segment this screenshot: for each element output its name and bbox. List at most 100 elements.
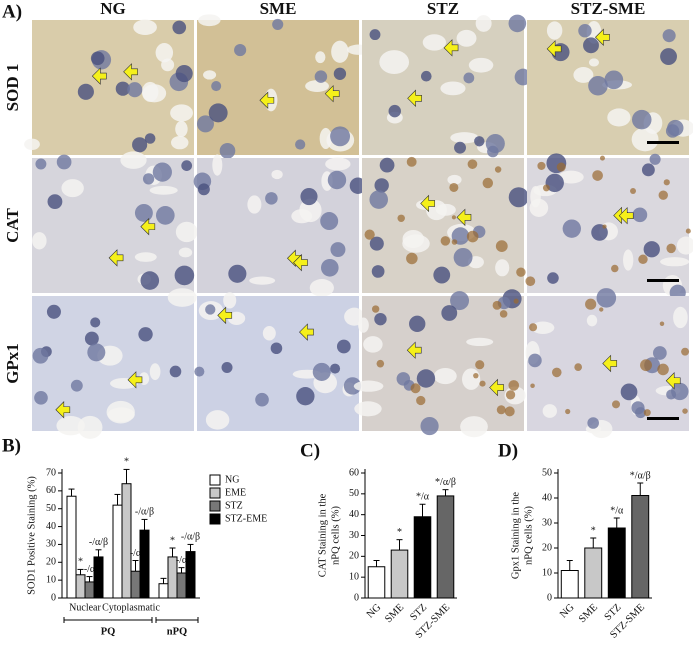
nucleus <box>330 126 351 147</box>
micrograph <box>193 154 367 297</box>
stain <box>592 170 603 181</box>
column-header: STZ <box>427 0 459 18</box>
y-tick-label: 0 <box>354 592 359 603</box>
nucleus <box>374 312 387 326</box>
stain <box>482 177 494 189</box>
vessel <box>247 195 262 214</box>
vessel <box>149 363 161 381</box>
stain <box>495 240 508 253</box>
scale-bar <box>647 279 679 282</box>
vessel <box>331 40 349 63</box>
nucleus <box>87 343 106 362</box>
vessel <box>305 80 329 92</box>
arrow <box>324 84 340 103</box>
arrow <box>546 40 562 58</box>
vessel <box>77 415 103 439</box>
bar <box>185 551 196 599</box>
nucleus <box>450 291 470 311</box>
y-axis-label: SOD1 Positive Staining (%) <box>26 476 37 595</box>
vessel <box>175 221 198 243</box>
nucleus <box>604 70 624 90</box>
y-tick-label: 70 <box>46 467 56 478</box>
nucleus <box>547 272 559 284</box>
vessel <box>120 151 147 169</box>
nucleus <box>632 207 648 223</box>
nucleus <box>197 183 210 196</box>
nucleus <box>343 377 362 395</box>
nucleus <box>181 160 193 172</box>
vessel <box>155 43 174 63</box>
nucleus <box>641 163 655 177</box>
arrow <box>299 323 314 341</box>
stain <box>537 161 546 170</box>
nucleus <box>320 258 339 277</box>
bar <box>84 581 95 599</box>
nucleus <box>649 153 661 165</box>
nucleus <box>47 194 63 210</box>
vessel <box>223 292 237 309</box>
y-tick-label: 20 <box>349 551 359 562</box>
nucleus <box>369 236 384 251</box>
stain <box>612 400 621 409</box>
legend-label: NG <box>225 474 239 485</box>
nucleus <box>409 315 426 333</box>
nucleus <box>255 392 269 407</box>
nucleus <box>155 206 175 225</box>
stain <box>492 300 502 310</box>
bar <box>121 483 132 599</box>
vessel <box>24 138 40 150</box>
nucleus <box>665 124 680 138</box>
scale-bar <box>647 417 679 420</box>
arrow <box>665 372 681 390</box>
nucleus <box>454 141 466 154</box>
vessel <box>353 380 384 392</box>
arrow <box>108 249 124 267</box>
stain <box>371 305 380 313</box>
vessel <box>249 276 276 285</box>
annotation: */α/β <box>435 477 456 488</box>
nucleus <box>587 417 599 429</box>
nucleus <box>174 265 195 286</box>
scale-bar <box>647 141 679 144</box>
vessel <box>227 311 246 325</box>
stain <box>685 228 691 234</box>
annotation: * <box>78 557 83 568</box>
stain <box>682 408 688 414</box>
nucleus <box>330 242 346 258</box>
bar <box>413 516 432 599</box>
stain <box>479 380 486 387</box>
nucleus <box>528 353 542 368</box>
y-tick-label: 20 <box>46 557 56 568</box>
nucleus <box>620 383 638 401</box>
nucleus <box>296 387 315 406</box>
vessel <box>379 50 410 75</box>
nucleus <box>194 366 205 377</box>
stain <box>504 406 515 417</box>
x-tick-label: SME <box>577 602 600 625</box>
nucleus <box>643 241 660 258</box>
nucleus <box>90 317 101 328</box>
x-tick-label: NG <box>365 602 384 621</box>
nucleus <box>369 29 381 41</box>
x-tick-label: Nuclear <box>69 602 101 613</box>
nucleus <box>487 145 499 158</box>
bar <box>584 547 603 599</box>
nucleus <box>152 162 172 182</box>
nucleus <box>138 327 153 342</box>
nucleus <box>545 173 564 193</box>
arrow <box>595 28 610 46</box>
legend-swatch <box>209 487 221 499</box>
nucleus <box>396 372 411 386</box>
vessel <box>171 135 189 150</box>
nucleus <box>172 20 187 35</box>
nucleus <box>34 390 48 405</box>
arrow <box>123 63 138 81</box>
vessel <box>588 58 600 67</box>
vessel <box>291 209 313 224</box>
micrograph <box>525 153 693 301</box>
y-tick-label: 30 <box>349 530 359 541</box>
stain <box>449 182 459 192</box>
nucleus <box>508 14 527 33</box>
vessel <box>134 252 157 262</box>
annotation: * <box>591 525 596 536</box>
